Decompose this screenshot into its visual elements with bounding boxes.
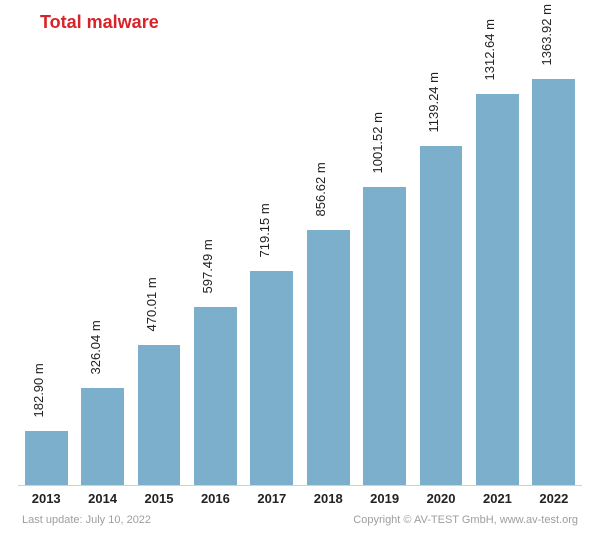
x-axis-labels: 2013201420152016201720182019202020212022 <box>18 491 582 506</box>
bar <box>476 94 519 485</box>
bar-value-label: 597.49 m <box>200 239 215 293</box>
bar-slot: 182.90 m <box>18 54 74 485</box>
bar-value-label: 1001.52 m <box>370 112 385 173</box>
x-axis-label: 2021 <box>469 491 525 506</box>
bar-value-label: 470.01 m <box>144 277 159 331</box>
x-axis-label: 2022 <box>526 491 582 506</box>
bar-value-label: 719.15 m <box>257 203 272 257</box>
bar-slot: 1139.24 m <box>413 54 469 485</box>
bar-value-label: 1139.24 m <box>426 72 441 132</box>
x-axis-label: 2013 <box>18 491 74 506</box>
bar-slot: 1001.52 m <box>356 54 412 485</box>
bar-slot: 1312.64 m <box>469 54 525 485</box>
bar-value-label: 326.04 m <box>88 320 103 374</box>
x-axis-label: 2014 <box>74 491 130 506</box>
bar <box>420 146 463 485</box>
bar-slot: 470.01 m <box>131 54 187 485</box>
bar-slot: 856.62 m <box>300 54 356 485</box>
x-axis-label: 2018 <box>300 491 356 506</box>
x-axis-label: 2016 <box>187 491 243 506</box>
bar <box>138 345 181 485</box>
x-axis-label: 2019 <box>356 491 412 506</box>
chart-title: Total malware <box>40 12 159 33</box>
bar <box>25 431 68 485</box>
bar <box>532 79 575 485</box>
copyright-text: Copyright © AV-TEST GmbH, www.av-test.or… <box>353 514 578 526</box>
bar-value-label: 182.90 m <box>31 363 46 417</box>
x-axis-label: 2017 <box>244 491 300 506</box>
bar <box>363 187 406 485</box>
bar <box>250 271 293 485</box>
x-axis-label: 2015 <box>131 491 187 506</box>
bar-slot: 1363.92 m <box>526 54 582 485</box>
bar-slot: 597.49 m <box>187 54 243 485</box>
bar-slot: 326.04 m <box>74 54 130 485</box>
x-axis-label: 2020 <box>413 491 469 506</box>
bar-value-label: 1312.64 m <box>482 19 497 80</box>
chart-area: 182.90 m 326.04 m 470.01 m 597.49 m 719.15 m… <box>18 54 582 486</box>
bar-slot: 719.15 m <box>244 54 300 485</box>
bar <box>81 388 124 485</box>
bar <box>307 230 350 485</box>
last-update-text: Last update: July 10, 2022 <box>22 514 151 526</box>
bar-value-label: 1363.92 m <box>539 4 554 65</box>
bar-value-label: 856.62 m <box>313 162 328 216</box>
bar <box>194 307 237 485</box>
